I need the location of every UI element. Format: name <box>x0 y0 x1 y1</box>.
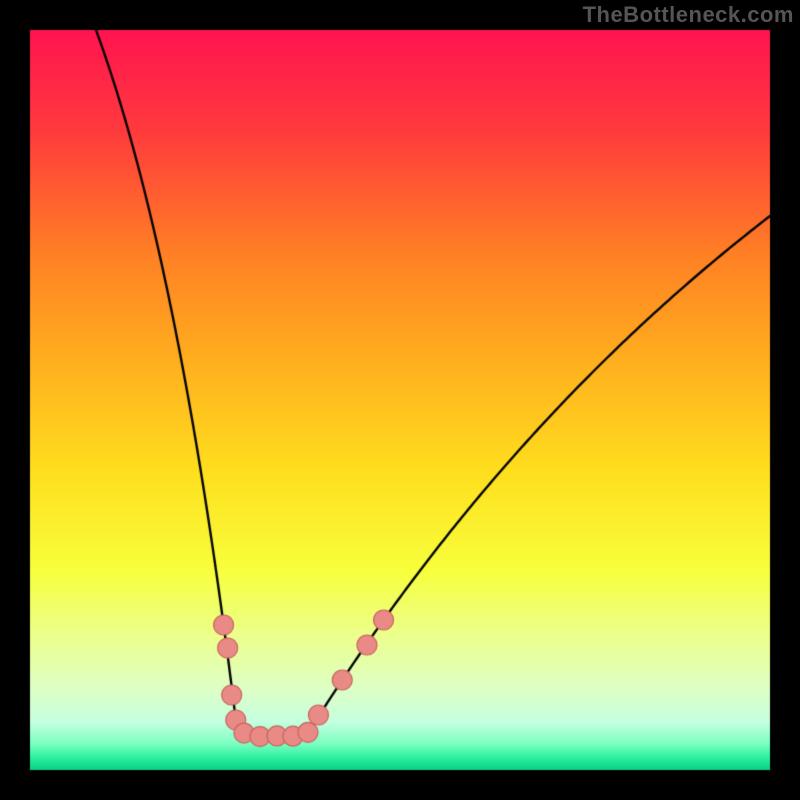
chart-stage: TheBottleneck.com <box>0 0 800 800</box>
bottleneck-chart-canvas <box>0 0 800 800</box>
watermark-label: TheBottleneck.com <box>583 2 794 28</box>
